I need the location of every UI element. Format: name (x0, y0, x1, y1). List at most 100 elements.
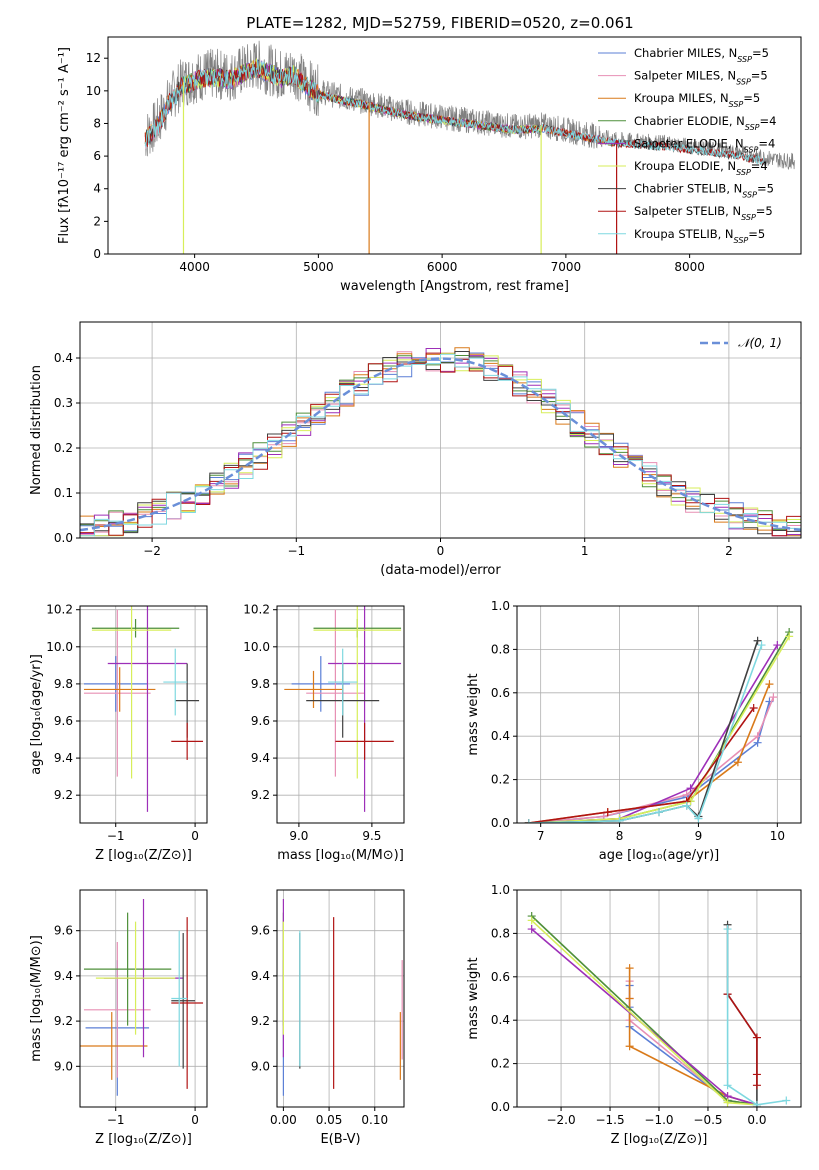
weight-marker-kroupa-stelib (723, 925, 732, 934)
legend-entry: Salpeter ELODIE, NSSP=4 (634, 136, 775, 154)
gaussian-curve (80, 357, 801, 532)
y-tick-label: 9.4 (251, 751, 270, 765)
weight-marker-salpeter-elodie (527, 925, 536, 934)
legend-subscript: SSP (736, 77, 751, 86)
y-tick-label: 9.6 (251, 714, 270, 728)
x-tick-label: 0.05 (316, 1113, 343, 1127)
y-tick-label: 0.0 (491, 816, 510, 830)
weight-line-chabrier-elodie (531, 915, 758, 1106)
y-tick-label: 0.4 (54, 351, 73, 365)
y-tick-label: 9.8 (251, 677, 270, 691)
legend-subscript: SSP (736, 168, 751, 177)
x-tick-label: 9 (695, 829, 703, 843)
y-tick-label: 9.2 (54, 1014, 73, 1028)
x-tick-label: 0.0 (747, 1113, 766, 1127)
legend-entry: Kroupa STELIB, NSSP=5 (634, 227, 765, 245)
weight-marker-salpeter-miles (769, 693, 778, 702)
weight-marker-kroupa-elodie (785, 632, 794, 641)
legend-value: =4 (760, 114, 777, 128)
legend-entry: Salpeter MILES, NSSP=5 (634, 69, 768, 87)
y-tick-label: 0.0 (491, 1100, 510, 1114)
plot-area (144, 40, 796, 254)
y-tick-label: 0.6 (491, 686, 510, 700)
y-tick-label: 9.2 (54, 788, 73, 802)
legend-value: =5 (751, 69, 768, 83)
x-tick-label: 7000 (551, 260, 582, 274)
y-axis-label: Flux [fλ10⁻¹⁷ erg cm⁻² s⁻¹ A⁻¹] (57, 47, 72, 244)
y-tick-label: 9.2 (251, 788, 270, 802)
x-axis-label: Z [log₁₀(Z/Z⊙)] (95, 1132, 192, 1147)
x-tick-label: −1 (107, 1113, 125, 1127)
legend-entry: Kroupa ELODIE, NSSP=4 (634, 159, 768, 177)
chart-spectrum: 4000 5000 6000 7000 8000 0 2 4 6 8 10 12 wavelength … (57, 36, 802, 294)
x-tick-label: 0 (191, 1113, 199, 1127)
legend-value: =4 (751, 159, 768, 173)
legend-subscript: SSP (734, 235, 749, 244)
weight-line-kroupa-stelib (726, 929, 787, 1106)
x-tick-label: 7 (537, 829, 545, 843)
y-tick-label: 1.0 (491, 599, 510, 613)
y-tick-label: 10.2 (46, 603, 73, 617)
weight-marker-kroupa-elodie (723, 1098, 732, 1107)
x-axis-label: mass [log₁₀(M/M⊙)] (277, 848, 404, 863)
weight-marker-chabrier-stelib (753, 636, 762, 645)
y-tick-label: 2 (93, 214, 101, 228)
legend-entry: Chabrier MILES, NSSP=5 (634, 46, 769, 64)
x-tick-label: 9.0 (289, 829, 308, 843)
weight-marker-kroupa-stelib (524, 819, 533, 823)
legend-subscript: SSP (737, 55, 752, 64)
figure-title: PLATE=1282, MJD=52759, FIBERID=0520, z=0… (246, 14, 633, 32)
chart-mass-vs-Z: −1 0 9.0 9.2 9.4 9.6 Z [log₁₀(Z/Z⊙)] mass [log₁… (29, 889, 208, 1147)
x-tick-label: −2.0 (546, 1113, 575, 1127)
legend-entry: Chabrier STELIB, NSSP=5 (634, 182, 774, 200)
chart-age-vs-mass: 9.0 9.5 9.2 9.4 9.6 9.8 10.0 10.2 mass [log₁₀(M/… (243, 603, 405, 863)
x-tick-label: 9.5 (362, 829, 381, 843)
plot-area (80, 606, 207, 823)
y-tick-label: 0.8 (491, 926, 510, 940)
weight-marker-kroupa-stelib (682, 801, 691, 810)
axes-frame (516, 889, 802, 1108)
weight-marker-salpeter-miles (753, 732, 762, 741)
y-tick-label: 9.0 (54, 1059, 73, 1073)
y-tick-label: 10 (86, 84, 101, 98)
y-tick-label: 9.4 (54, 751, 73, 765)
legend-value: =5 (752, 46, 769, 60)
y-tick-label: 0.2 (491, 773, 510, 787)
x-tick-label: −1.5 (595, 1113, 624, 1127)
weight-marker-kroupa-stelib (757, 641, 766, 650)
y-tick-label: 9.2 (251, 1014, 270, 1028)
x-tick-label: 1 (581, 544, 589, 558)
x-tick-label: 2 (725, 544, 733, 558)
x-tick-label: 5000 (303, 260, 334, 274)
legend-entry: 𝒩(0, 1) (738, 336, 782, 350)
y-tick-label: 0.4 (491, 1013, 510, 1027)
y-tick-label: 0.2 (54, 441, 73, 455)
y-tick-label: 0.2 (491, 1057, 510, 1071)
legend-subscript: SSP (744, 145, 759, 154)
weight-marker-kroupa-stelib (752, 1100, 761, 1107)
y-tick-label: 9.4 (251, 969, 270, 983)
weight-marker-salpeter-stelib (752, 1033, 761, 1042)
weight-marker-kroupa-miles (625, 964, 634, 973)
legend-value: =5 (748, 227, 765, 241)
x-tick-label: 8000 (674, 260, 705, 274)
weight-marker-salpeter-stelib (752, 1070, 761, 1079)
y-tick-label: 9.6 (251, 924, 270, 938)
x-axis-label: Z [log₁₀(Z/Z⊙)] (95, 848, 192, 863)
x-tick-label: −0.5 (693, 1113, 722, 1127)
weight-marker-salpeter-stelib (749, 703, 758, 712)
weight-marker-kroupa-stelib (655, 808, 663, 817)
weight-line-kroupa-elodie (528, 635, 790, 823)
y-tick-label: 0.1 (54, 486, 73, 500)
axes-frame (79, 321, 802, 539)
x-axis-label: E(B-V) (320, 1132, 360, 1147)
legend-subscript: SSP (729, 100, 744, 109)
x-axis-label: wavelength [Angstrom, rest frame] (340, 279, 569, 294)
weight-line-kroupa-stelib (528, 644, 763, 823)
axes-frame (276, 889, 405, 1108)
x-axis-label: Z [log₁₀(Z/Z⊙)] (611, 1132, 708, 1147)
x-tick-label: 0 (437, 544, 445, 558)
chart-weight-vs-age: 7 8 9 10 0.0 0.2 0.4 0.6 0.8 1.0 age [log₁₀(age/yr… (466, 599, 802, 863)
weight-marker-kroupa-miles (625, 1042, 634, 1051)
